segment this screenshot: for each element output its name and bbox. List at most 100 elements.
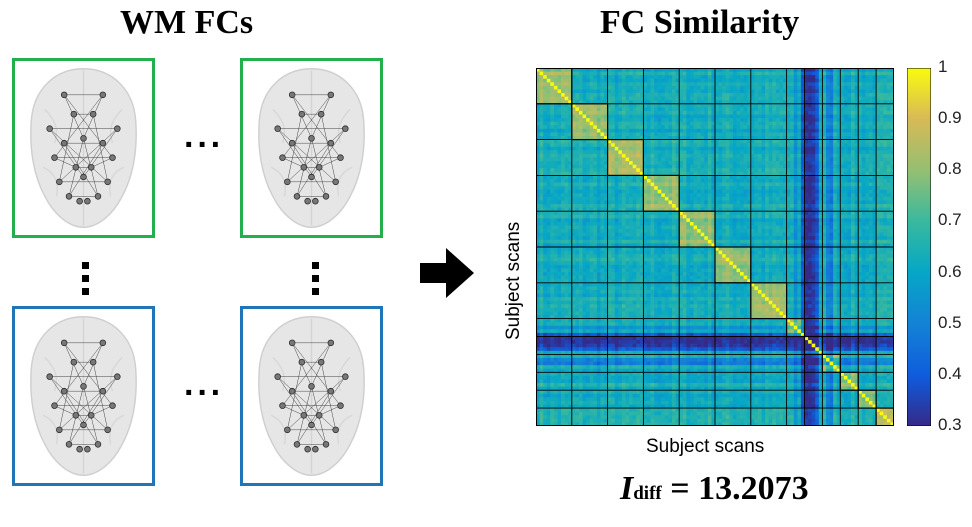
matrix-cell (890, 125, 894, 130)
matrix-cell (568, 68, 573, 72)
matrix-cell (729, 186, 734, 191)
matrix-cell (654, 107, 659, 112)
matrix-cell (600, 214, 605, 219)
matrix-cell (600, 189, 605, 194)
matrix-cell (822, 186, 827, 191)
matrix-cell (829, 243, 834, 248)
matrix-cell (618, 221, 623, 226)
matrix-cell (725, 107, 730, 112)
matrix-cell (879, 171, 884, 176)
matrix-cell (793, 107, 798, 112)
matrix-cell (786, 211, 791, 216)
matrix-cell (836, 132, 841, 137)
matrix-cell (693, 232, 698, 237)
matrix-cell (646, 89, 651, 94)
matrix-cell (858, 218, 863, 223)
matrix-cell (593, 121, 598, 126)
matrix-cell (886, 93, 891, 98)
matrix-cell (836, 239, 841, 244)
matrix-cell (840, 125, 845, 130)
matrix-cell (876, 136, 881, 140)
matrix-cell (654, 178, 659, 183)
matrix-cell (818, 146, 823, 151)
matrix-cell (682, 196, 687, 201)
matrix-cell (546, 110, 551, 115)
matrix-cell (697, 78, 702, 83)
matrix-cell (818, 114, 823, 119)
matrix-cell (643, 89, 648, 94)
matrix-cell (578, 150, 583, 155)
matrix-cell (707, 164, 712, 169)
matrix-cell (729, 68, 734, 72)
matrix-cell (722, 193, 727, 198)
matrix-cell (697, 118, 702, 123)
matrix-cell (732, 143, 737, 148)
matrix-cell (797, 100, 802, 105)
matrix-cell (704, 221, 709, 226)
matrix-cell (779, 243, 784, 248)
matrix-cell (697, 125, 702, 130)
matrix-cell (858, 178, 863, 183)
matrix-cell (604, 232, 608, 237)
matrix-cell (672, 85, 677, 90)
matrix-cell (783, 125, 787, 130)
matrix-cell (629, 157, 634, 162)
matrix-cell (840, 71, 845, 76)
matrix-cell (564, 125, 569, 130)
matrix-cell (808, 214, 813, 219)
matrix-cell (854, 118, 859, 123)
matrix-cell (543, 89, 548, 94)
matrix-cell (876, 157, 881, 162)
matrix-cell (808, 146, 813, 151)
matrix-cell (797, 136, 802, 140)
matrix-cell (815, 143, 820, 148)
matrix-cell (707, 118, 712, 123)
matrix-cell (682, 232, 687, 237)
matrix-cell (711, 85, 716, 90)
matrix-cell (639, 153, 644, 158)
matrix-cell (729, 100, 734, 105)
matrix-cell (568, 136, 573, 140)
matrix-cell (646, 114, 651, 119)
matrix-cell (625, 78, 630, 83)
matrix-cell (886, 82, 891, 87)
matrix-cell (672, 196, 677, 201)
matrix-cell (557, 175, 562, 180)
matrix-cell (650, 204, 655, 209)
matrix-cell (543, 82, 548, 87)
matrix-cell (836, 118, 841, 123)
matrix-cell (536, 103, 540, 108)
matrix-cell (786, 193, 791, 198)
matrix-cell (700, 218, 705, 223)
matrix-cell (890, 75, 894, 80)
matrix-cell (861, 103, 866, 108)
matrix-cell (629, 178, 634, 183)
matrix-cell (736, 239, 741, 244)
matrix-cell (661, 196, 666, 201)
matrix-cell (808, 189, 813, 194)
matrix-cell (808, 139, 813, 144)
matrix-cell (808, 186, 813, 191)
matrix-cell (625, 146, 630, 151)
matrix-cell (879, 189, 884, 194)
matrix-cell (847, 68, 852, 72)
matrix-cell (711, 221, 716, 226)
matrix-cell (686, 132, 691, 137)
matrix-cell (743, 182, 748, 187)
matrix-cell (833, 164, 838, 169)
matrix-cell (851, 168, 856, 173)
matrix-cell (693, 132, 698, 137)
matrix-cell (578, 207, 583, 212)
matrix-cell (876, 128, 881, 133)
matrix-cell (661, 78, 666, 83)
matrix-cell (879, 100, 884, 105)
matrix-cell (697, 225, 702, 230)
matrix-cell (536, 125, 540, 130)
matrix-cell (786, 229, 791, 234)
matrix-cell (543, 78, 548, 83)
matrix-cell (765, 128, 770, 133)
matrix-cell (718, 107, 723, 112)
matrix-cell (718, 207, 723, 212)
matrix-cell (536, 232, 540, 237)
matrix-cell (793, 171, 798, 176)
